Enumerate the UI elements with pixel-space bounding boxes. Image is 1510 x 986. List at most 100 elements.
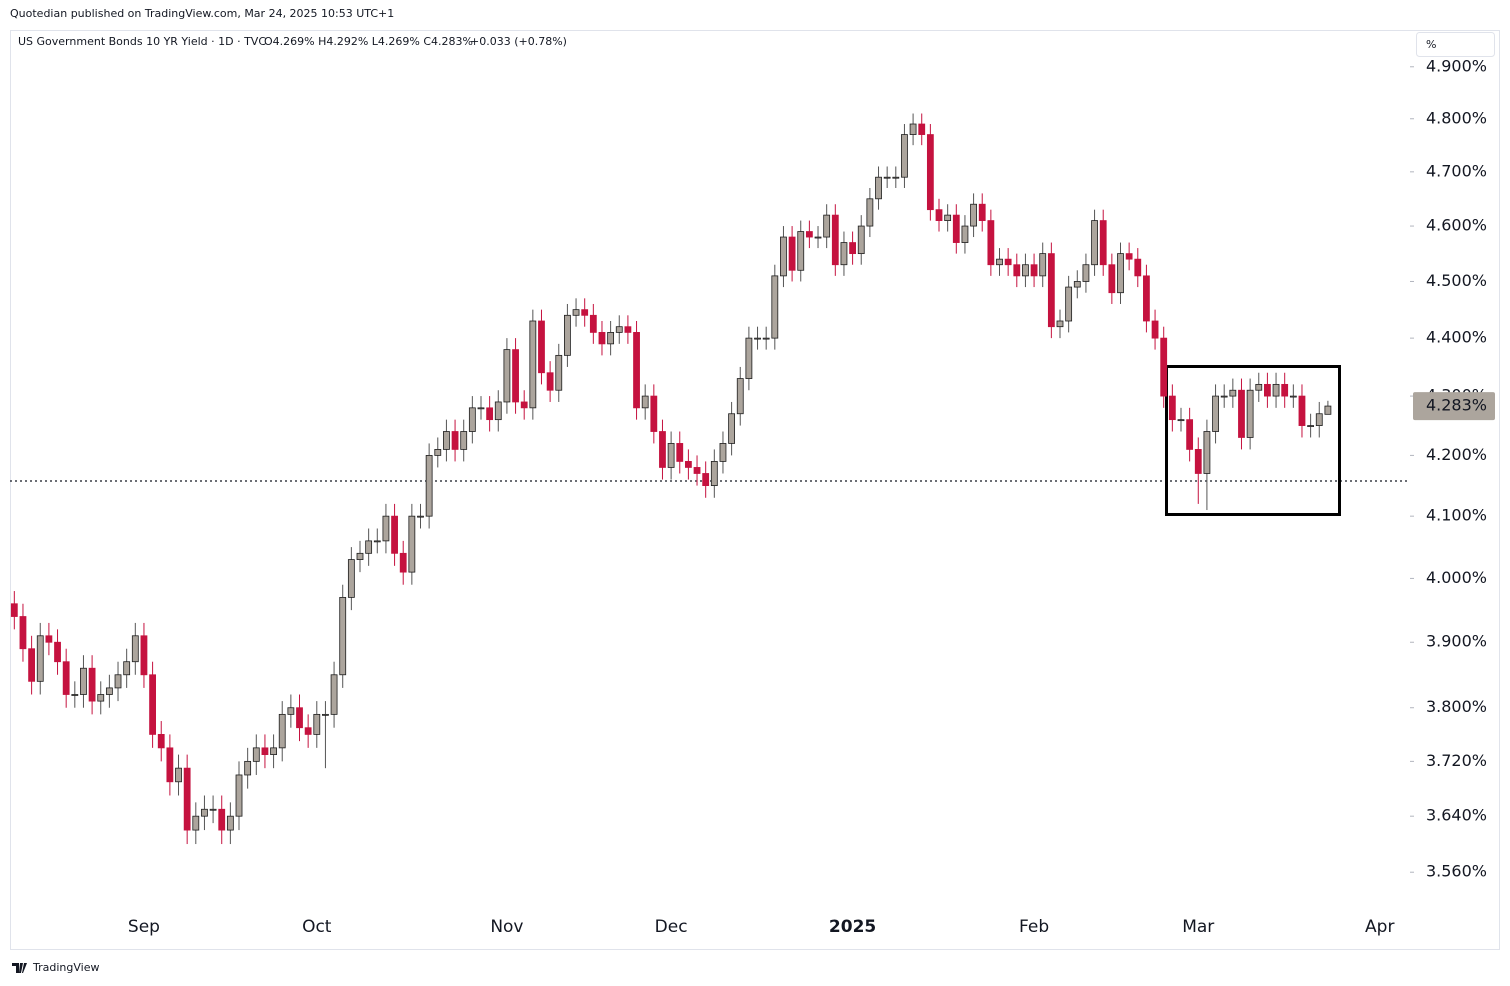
candle-body bbox=[1108, 264, 1116, 294]
candle-body bbox=[434, 449, 442, 456]
y-tick-label: 4.200% bbox=[1426, 445, 1487, 464]
candle-body bbox=[555, 354, 563, 391]
candle-body bbox=[1264, 383, 1271, 397]
candle-body bbox=[10, 603, 18, 617]
candle-body bbox=[201, 808, 208, 817]
candle-body bbox=[313, 713, 321, 735]
unit-label: % bbox=[1426, 38, 1436, 51]
x-tick-label: Sep bbox=[128, 917, 160, 937]
candle-body bbox=[1091, 220, 1098, 266]
candle-body bbox=[780, 236, 787, 277]
candle-body bbox=[866, 198, 874, 227]
candle-body bbox=[883, 176, 891, 179]
candle-body bbox=[62, 661, 70, 695]
candle-body bbox=[1056, 320, 1064, 328]
candle-body bbox=[157, 734, 165, 749]
candle-body bbox=[520, 401, 528, 409]
candle-body bbox=[1125, 253, 1133, 260]
candle-body bbox=[1324, 405, 1332, 415]
last-price-tag bbox=[1413, 392, 1495, 421]
candle-body bbox=[80, 667, 87, 695]
candle-body bbox=[244, 760, 252, 776]
candle-body bbox=[633, 332, 640, 409]
y-tick-label: 3.640% bbox=[1426, 806, 1487, 825]
candle-body bbox=[581, 309, 589, 316]
candle-body bbox=[494, 401, 502, 421]
candle-body bbox=[54, 641, 61, 663]
candle-body bbox=[944, 214, 952, 221]
candle-body bbox=[399, 552, 407, 573]
candle-body bbox=[443, 431, 450, 450]
unit-box[interactable] bbox=[1416, 32, 1495, 57]
y-tick-label: 4.600% bbox=[1426, 216, 1487, 235]
candle-body bbox=[373, 540, 381, 543]
candle-body bbox=[382, 515, 390, 542]
candle-body bbox=[1186, 419, 1194, 450]
x-tick-label: Oct bbox=[302, 917, 332, 937]
candle-body bbox=[1065, 286, 1073, 322]
candle-body bbox=[88, 667, 96, 702]
candle-body bbox=[650, 395, 658, 432]
candle-body bbox=[451, 431, 459, 450]
candle-body bbox=[339, 596, 347, 676]
candle-body bbox=[538, 320, 545, 374]
candle-body bbox=[408, 515, 416, 573]
candle-body bbox=[1151, 320, 1159, 339]
y-tick-label: 4.000% bbox=[1426, 568, 1487, 587]
candle-body bbox=[693, 467, 701, 474]
candle-body bbox=[814, 236, 822, 239]
candle-body bbox=[36, 635, 44, 682]
candle-body bbox=[684, 461, 692, 468]
candle-body bbox=[270, 747, 277, 756]
candle-body bbox=[226, 815, 234, 831]
candle-body bbox=[952, 214, 960, 243]
x-tick-label: Nov bbox=[490, 917, 523, 937]
candle-body bbox=[1272, 383, 1280, 397]
x-tick-label: Mar bbox=[1182, 917, 1214, 937]
candle-body bbox=[261, 747, 269, 756]
candle-body bbox=[1168, 395, 1176, 421]
candle-body bbox=[641, 395, 649, 409]
candle-body bbox=[296, 707, 303, 729]
candle-body bbox=[1194, 449, 1202, 474]
candle-body bbox=[667, 443, 675, 468]
candle-body bbox=[218, 808, 226, 831]
candle-body bbox=[19, 616, 27, 650]
candle-body bbox=[1246, 389, 1254, 438]
candle-body bbox=[1289, 395, 1297, 398]
candle-body bbox=[425, 455, 433, 517]
candle-body bbox=[28, 648, 36, 682]
candle-body bbox=[754, 337, 761, 340]
candle-body bbox=[1082, 264, 1090, 282]
candle-body bbox=[1203, 431, 1211, 474]
candle-body bbox=[1099, 220, 1107, 266]
candle-body bbox=[123, 661, 131, 676]
candle-body bbox=[235, 774, 243, 817]
candle-body bbox=[252, 747, 260, 762]
publisher-header: Quotedian published on TradingView.com, … bbox=[10, 7, 394, 20]
candle-body bbox=[1220, 395, 1228, 398]
candle-body bbox=[1307, 425, 1315, 427]
candle-body bbox=[1212, 395, 1219, 432]
candle-body bbox=[728, 413, 736, 444]
candle-body bbox=[278, 713, 286, 749]
candle-body bbox=[97, 694, 105, 702]
candle-body bbox=[1229, 389, 1237, 397]
y-tick-label: 4.900% bbox=[1426, 56, 1487, 75]
candles bbox=[10, 113, 1332, 845]
candle-body bbox=[589, 314, 597, 333]
candle-body bbox=[961, 225, 969, 243]
candle-body bbox=[702, 473, 710, 487]
candle-body bbox=[788, 236, 796, 271]
y-tick-label: 4.400% bbox=[1426, 328, 1487, 347]
y-tick-label: 4.700% bbox=[1426, 161, 1487, 180]
candle-body bbox=[1134, 258, 1142, 277]
candle-body bbox=[356, 552, 364, 560]
candle-body bbox=[1160, 337, 1168, 397]
candle-body bbox=[1004, 258, 1012, 266]
change-legend: +0.033 (+0.78%) bbox=[470, 35, 567, 48]
candle-body bbox=[1298, 395, 1306, 426]
candle-body bbox=[797, 231, 805, 271]
candle-body bbox=[624, 326, 632, 333]
candle-body bbox=[1143, 275, 1150, 322]
